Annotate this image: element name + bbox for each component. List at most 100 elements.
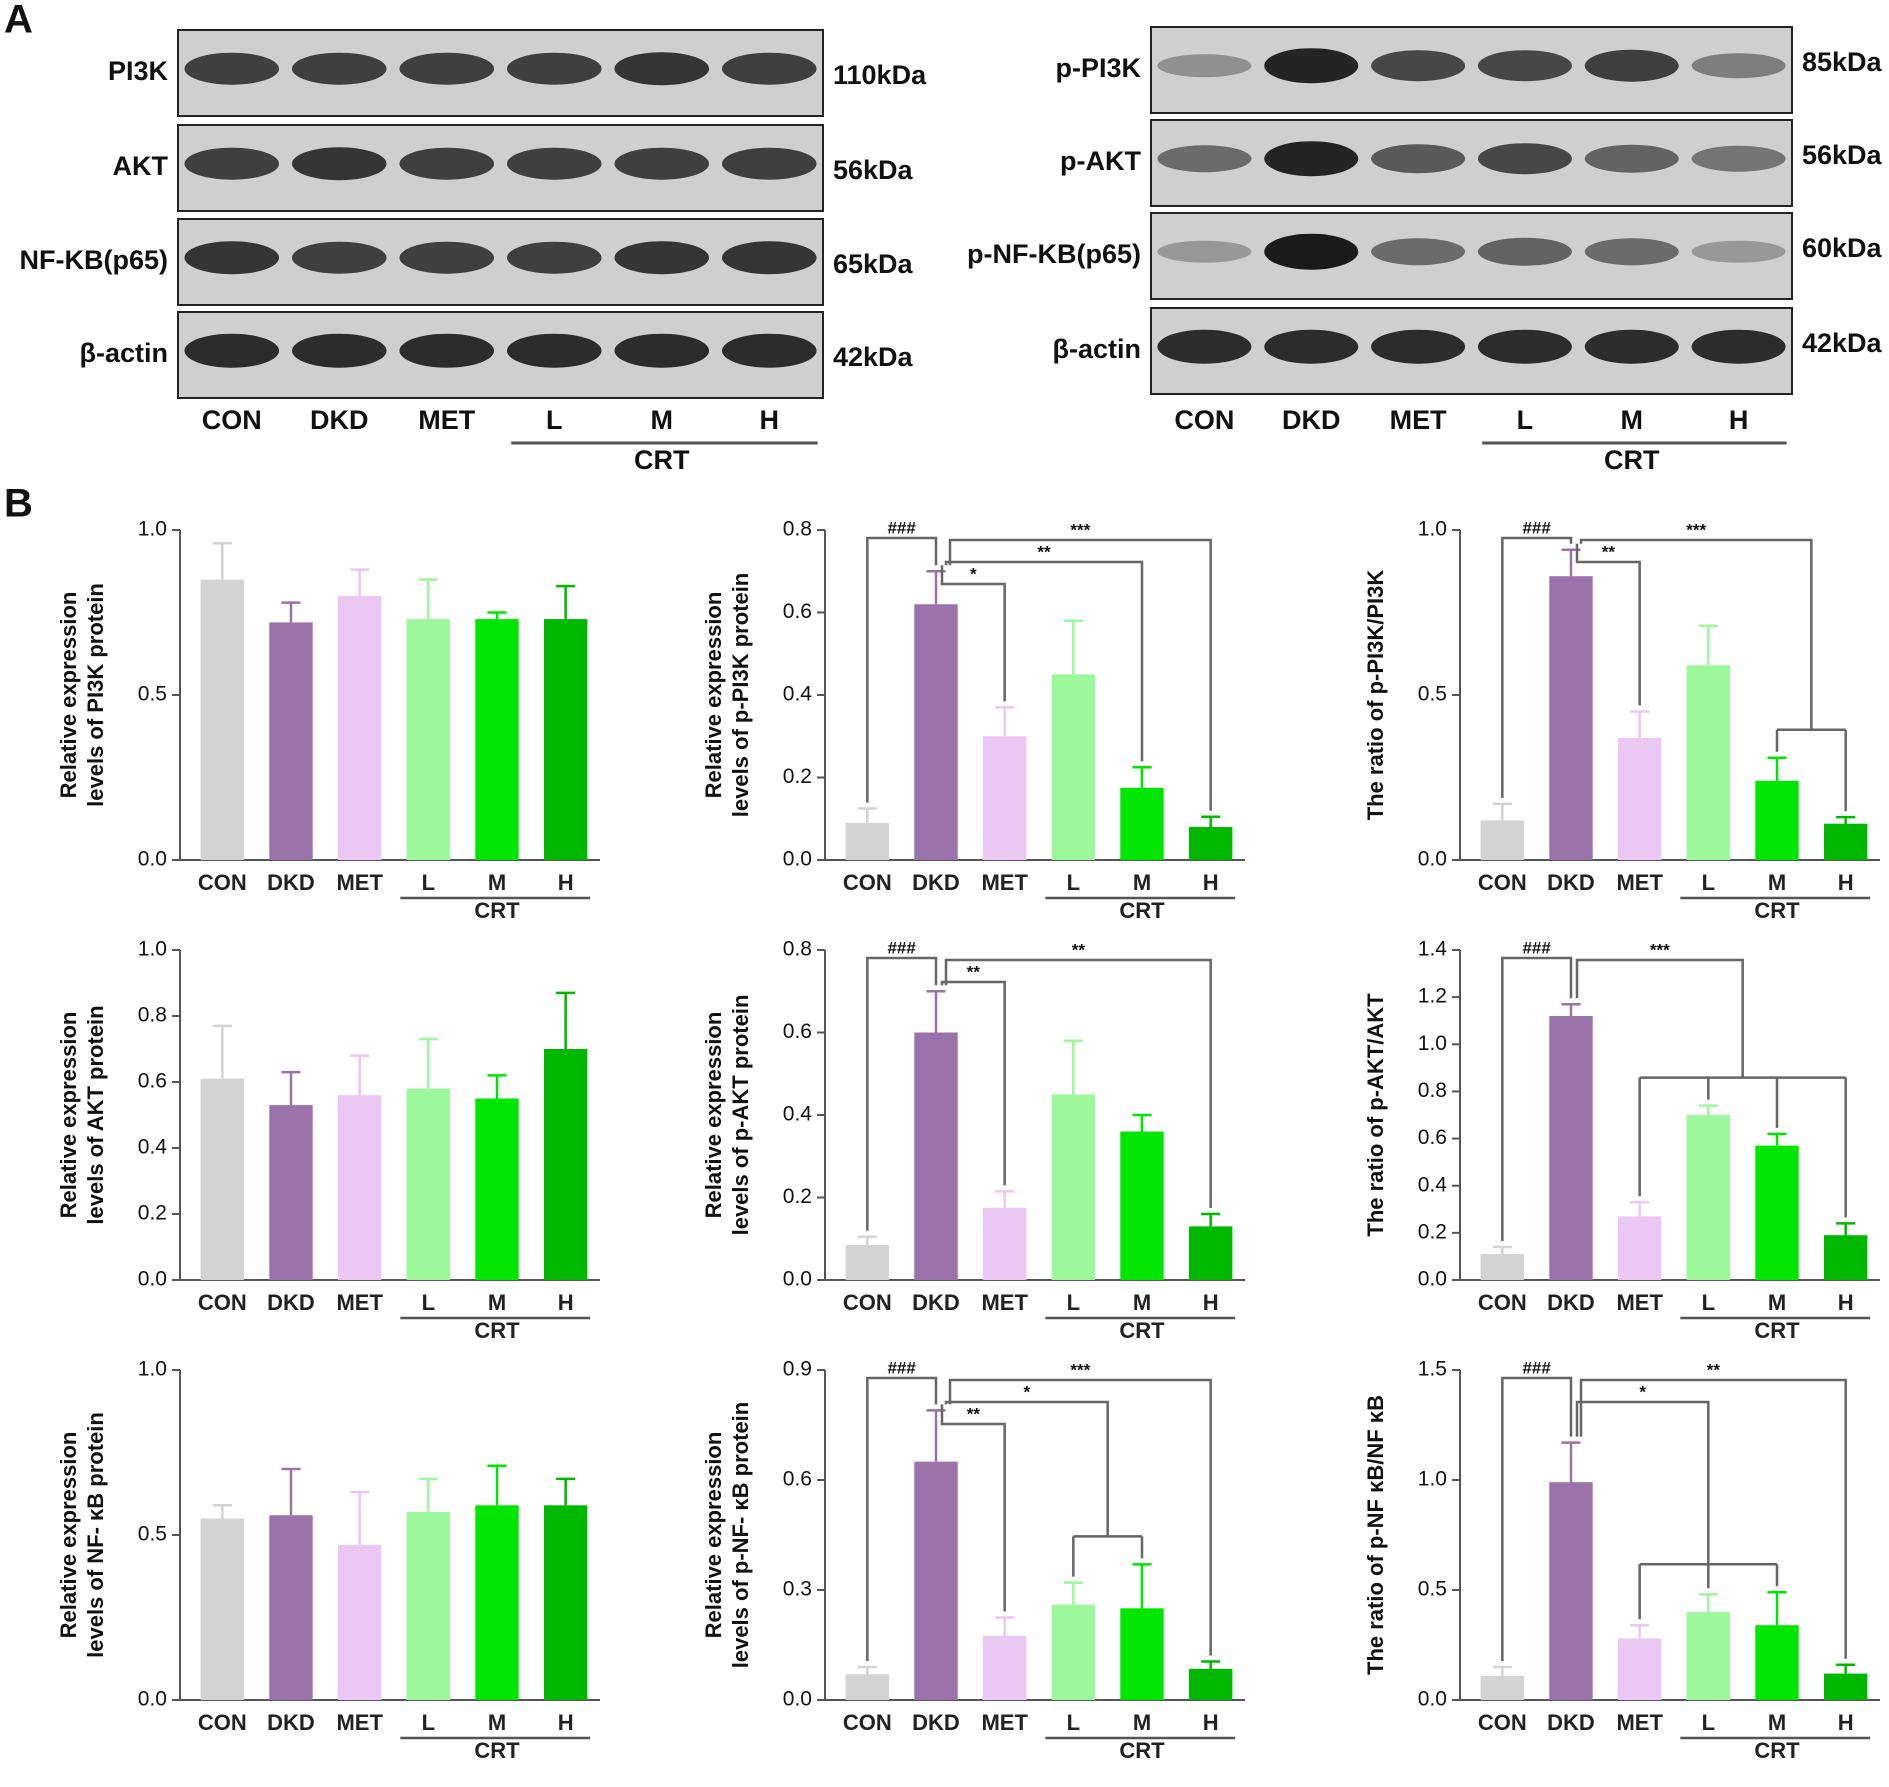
error-bar [350, 1490, 370, 1545]
x-tick-label: L [1067, 1290, 1080, 1315]
bar [1120, 787, 1164, 860]
blot-row-label: p-PI3K [1055, 53, 1141, 83]
x-tick-label: DKD [267, 1290, 315, 1315]
error-bar [857, 807, 877, 823]
error-bar [1767, 1590, 1787, 1626]
blot-band [1584, 238, 1679, 266]
bar [1549, 576, 1593, 860]
error-bar [418, 1477, 438, 1512]
significance-label: ### [887, 1358, 916, 1377]
x-tick-label: L [1702, 1290, 1715, 1315]
x-tick-label: CON [843, 1290, 892, 1315]
blot-band [399, 52, 495, 85]
bar [1755, 1145, 1799, 1280]
bar [914, 604, 958, 860]
bar [1188, 827, 1233, 860]
x-tick-label: CON [198, 1710, 247, 1735]
bar [543, 619, 588, 860]
significance-bracket [948, 1378, 1212, 1656]
significance-bracket [944, 560, 1144, 762]
blot-band [506, 147, 602, 180]
bar [1480, 1254, 1525, 1280]
blot-band [506, 241, 602, 274]
significance-bracket [1501, 536, 1573, 798]
blot-row-label: β-actin [1053, 334, 1142, 364]
x-tick-label: M [1133, 1290, 1151, 1315]
bar [269, 622, 313, 860]
blot-band [1477, 237, 1572, 266]
x-tick-label: M [488, 1290, 506, 1315]
error-bar [212, 1504, 232, 1519]
x-tick-label: MET [336, 1710, 383, 1735]
blot-size-label: 42kDa [1802, 328, 1883, 358]
x-tick-label: L [1067, 870, 1080, 895]
lane-label: H [1729, 405, 1749, 435]
bar [1823, 1673, 1868, 1700]
bar [475, 1505, 519, 1700]
blot-band [1264, 141, 1359, 177]
blot-band [291, 241, 387, 274]
blot-band [1157, 145, 1252, 173]
error-bar [1698, 1104, 1718, 1115]
y-axis-label: levels of AKT protein [83, 1005, 108, 1224]
y-tick-label: 1.0 [1418, 1032, 1447, 1055]
error-bar [350, 568, 370, 596]
bar [475, 1098, 519, 1280]
significance-bracket [1579, 1378, 1847, 1659]
bar [1686, 1612, 1731, 1700]
x-tick-label: CON [843, 870, 892, 895]
bar [1549, 1016, 1593, 1280]
lane-label: L [1517, 405, 1534, 435]
x-tick-label: MET [336, 1290, 383, 1315]
x-tick-label: L [422, 1710, 435, 1735]
group-label: CRT [474, 898, 520, 923]
blot-band [399, 241, 495, 274]
blot-membrane [177, 124, 824, 212]
x-tick-label: H [1203, 1710, 1219, 1735]
bar [337, 1095, 382, 1280]
blot-band [1371, 238, 1466, 266]
x-tick-label: H [1838, 1290, 1854, 1315]
lane-label: M [651, 405, 674, 435]
significance-label: * [1639, 1382, 1646, 1401]
x-tick-label: L [1702, 870, 1715, 895]
error-bar [1492, 1245, 1512, 1255]
blot-band [1371, 329, 1466, 364]
significance-label: ** [1602, 542, 1616, 561]
blot-size-label: 42kDa [833, 342, 914, 372]
significance-label: ### [887, 938, 916, 957]
error-bar [1767, 1132, 1787, 1146]
x-tick-label: M [1768, 870, 1786, 895]
blot-size-label: 65kDa [833, 249, 914, 279]
group-label: CRT [474, 1738, 520, 1763]
significance-bracket [944, 958, 1212, 1208]
group-label: CRT [1119, 1318, 1165, 1343]
error-bar [1630, 1623, 1650, 1639]
error-bar [1063, 1039, 1083, 1095]
y-axis-label: The ratio of p-PI3K/PI3K [1363, 570, 1388, 821]
x-tick-label: DKD [912, 1290, 960, 1315]
y-axis-label: Relative expression [56, 1432, 81, 1639]
blot-band [721, 333, 817, 368]
error-bar [1201, 815, 1221, 827]
y-tick-label: 1.0 [138, 518, 167, 541]
y-axis-label: Relative expression [701, 1432, 726, 1639]
y-tick-label: 0.2 [138, 1202, 167, 1225]
y-tick-label: 0.4 [1418, 1173, 1448, 1196]
group-label: CRT [1754, 1318, 1800, 1343]
x-tick-label: CON [843, 1710, 892, 1735]
blot-band [184, 52, 280, 85]
bar [200, 579, 245, 860]
blot-membrane [1150, 307, 1793, 395]
y-tick-label: 0.6 [783, 600, 812, 623]
error-bar [1698, 1593, 1718, 1612]
error-bar [281, 1467, 301, 1516]
bar [982, 1635, 1027, 1700]
error-bar [1836, 815, 1856, 824]
y-tick-label: 0.8 [138, 1004, 167, 1027]
x-tick-label: H [1203, 870, 1219, 895]
bar [1051, 1094, 1096, 1280]
bar [1617, 737, 1662, 860]
blot-band [614, 52, 710, 86]
y-tick-label: 0.2 [783, 1185, 812, 1208]
